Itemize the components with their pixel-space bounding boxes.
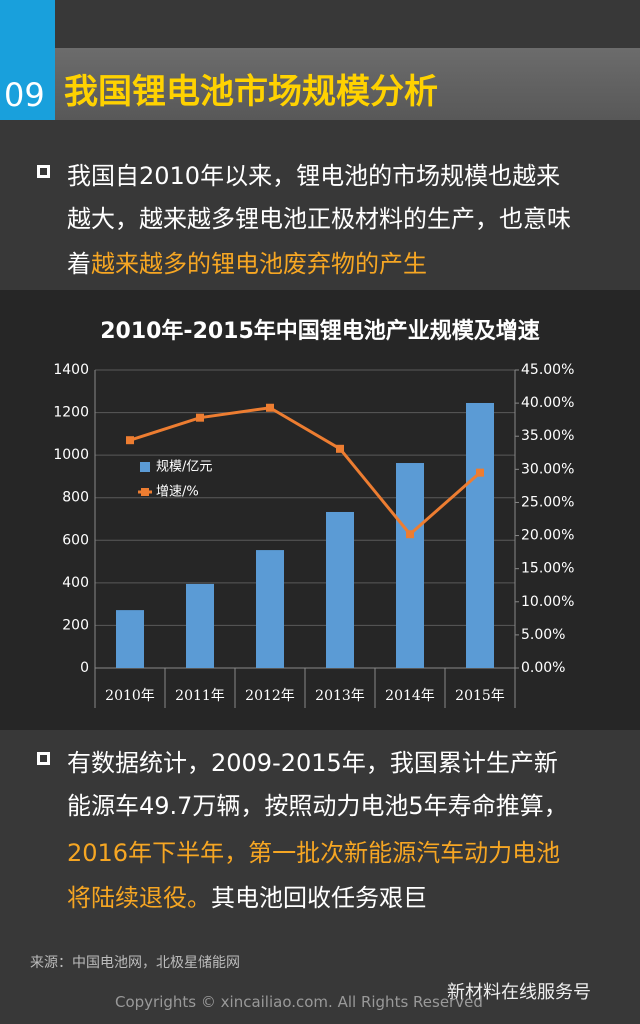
y-tick-label: 1200 [53,405,89,421]
bar [186,583,214,668]
bullet-line: 越大，越来越多锂电池正极材料的生产，也意味 [67,199,571,234]
bullet-icon [37,165,50,178]
source: 来源：中国电池网，北极星储能网 [30,955,240,971]
x-tick-label: 2013年 [315,688,365,704]
x-tick-label: 2014年 [385,688,435,704]
y2-tick-label: 25.00% [521,494,574,510]
bullet-line: 着越来越多的锂电池废弃物的产生 [67,244,427,279]
y2-tick-label: 30.00% [521,461,574,477]
text-segment: 有数据统计，2009-2015年，我国累计生产新 [67,749,558,777]
bullet-line: 2016年下半年，第一批次新能源汽车动力电池 [67,833,560,868]
y2-tick-label: 20.00% [521,528,574,544]
x-tick-label: 2011年 [175,688,225,704]
y2-tick-label: 45.00% [521,362,574,378]
y-tick-label: 1400 [53,362,89,378]
bar [256,550,284,668]
bullet-line: 将陆续退役。其电池回收任务艰巨 [67,878,427,913]
y-tick-label: 1000 [53,447,89,463]
text-segment: 将陆续退役。 [67,884,211,912]
x-tick-label: 2015年 [455,688,505,704]
bar [466,402,494,668]
bullet-line: 能源车49.7万辆，按照动力电池5年寿命推算， [67,786,568,821]
bar [116,610,144,668]
number-box [0,0,55,120]
y2-tick-label: 5.00% [521,627,565,643]
line [129,406,481,537]
marker [406,530,414,539]
watermark: 新材料在线服务号 [447,982,591,1003]
bullet-line: 我国自2010年以来，锂电池的市场规模也越来 [67,156,560,191]
chart: 2010年-2015年中国锂电池产业规模及增速 0 200 400 600 800 100… [53,318,574,708]
bullet-line: 有数据统计，2009-2015年，我国累计生产新 [67,743,558,778]
y-tick-label: 400 [62,575,89,591]
x-tick-label: 2012年 [245,688,295,704]
y2-tick-label: 35.00% [521,428,574,444]
marker [196,413,204,422]
header-band [55,48,640,120]
chart-title: 2010年-2015年中国锂电池产业规模及增速 [100,318,540,344]
marker [266,403,274,412]
y2-tick-label: 40.00% [521,395,574,411]
bar [326,511,354,668]
y2-tick-label: 10.00% [521,594,574,610]
y2-tick-label: 15.00% [521,561,574,577]
marker [476,468,484,477]
legend-swatch [141,488,149,496]
text-segment: 越大，越来越多锂电池正极材料的生产，也意味 [67,205,571,233]
text-segment: 越来越多的锂电池废弃物的产生 [91,250,427,278]
legend-label: 规模/亿元 [156,460,212,475]
y-tick-label: 0 [80,660,89,676]
text-segment: 能源车49.7万辆，按照动力电池5年寿命推算， [67,792,568,820]
chart-panel [0,290,640,730]
text-segment: 其电池回收任务艰巨 [211,884,427,912]
bullet-icon [37,752,50,765]
marker [126,436,134,445]
text-segment: 2016年下半年，第一批次新能源汽车动力电池 [67,839,561,867]
text-segment: 着 [67,250,91,278]
bar [396,463,424,668]
y-tick-label: 200 [62,617,89,633]
y-tick-label: 800 [62,490,89,506]
header-number: 09 [4,76,45,114]
header-title: 我国锂电池市场规模分析 [64,72,438,112]
y-tick-label: 600 [62,532,89,548]
marker [336,444,344,453]
x-tick-label: 2010年 [105,688,155,704]
legend-swatch [140,462,150,472]
copyright: Copyrights © xincailiao.com. All Rights … [115,993,483,1011]
y2-tick-label: 0.00% [521,660,565,676]
text-segment: 我国自2010年以来，锂电池的市场规模也越来 [67,162,561,190]
legend-label: 增速/% [156,485,199,500]
